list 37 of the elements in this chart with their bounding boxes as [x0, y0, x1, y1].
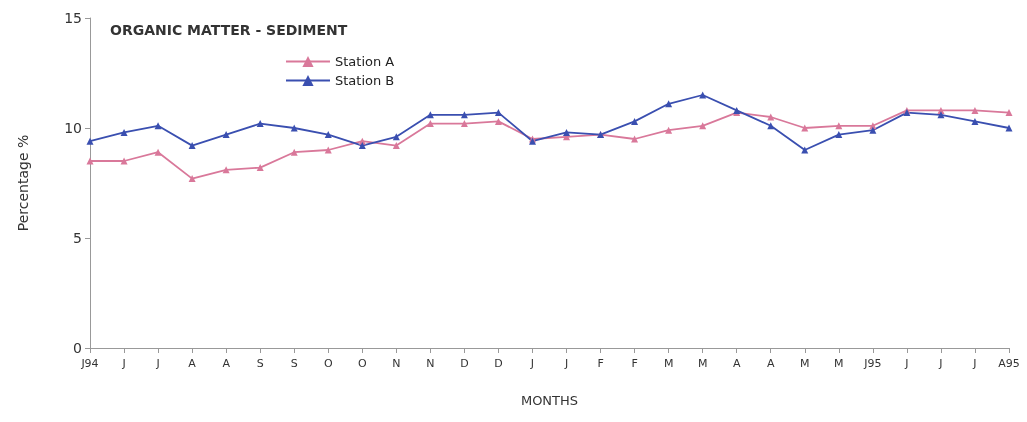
- x-tick-label: A: [188, 357, 197, 370]
- x-tick-label: M: [663, 357, 674, 370]
- y-tick-label: 10: [64, 120, 82, 136]
- x-tick-label: D: [460, 357, 469, 370]
- y-tick-label: 0: [73, 340, 82, 356]
- chart-title: ORGANIC MATTER - SEDIMENT: [110, 22, 348, 38]
- x-tick-label: M: [800, 357, 810, 370]
- x-tick-label: A: [766, 357, 775, 370]
- x-axis-title: MONTHS: [520, 393, 579, 408]
- x-tick-label: J: [938, 357, 943, 370]
- x-tick-label: A: [732, 357, 741, 370]
- x-tick-label: J: [904, 357, 909, 370]
- x-tick-label: J: [121, 357, 126, 370]
- x-tick-label: J95: [863, 357, 882, 370]
- x-tick-label: J: [529, 357, 535, 370]
- x-tick-label: O: [357, 357, 367, 370]
- x-tick-label: F: [631, 357, 638, 370]
- x-tick-label: J: [563, 357, 569, 370]
- x-tick-label: A: [222, 357, 231, 370]
- x-tick-label: S: [290, 357, 298, 370]
- x-tick-label: M: [834, 357, 844, 370]
- x-tick-label: N: [392, 357, 401, 370]
- y-tick-label: 15: [64, 10, 82, 26]
- y-axis-title: Percentage %: [15, 134, 31, 232]
- x-tick-label: F: [597, 357, 604, 370]
- x-tick-label: O: [323, 357, 333, 370]
- x-tick-label: N: [426, 357, 435, 370]
- x-tick-label: A95: [998, 357, 1020, 370]
- x-tick-label: J: [155, 357, 160, 370]
- x-tick-label: S: [256, 357, 264, 370]
- y-tick-label: 5: [73, 230, 82, 246]
- x-tick-label: J94: [80, 357, 99, 370]
- x-tick-label: M: [697, 357, 708, 370]
- x-tick-label: D: [494, 357, 503, 370]
- legend-label: Station A: [335, 54, 395, 69]
- x-tick-label: J: [972, 357, 977, 370]
- legend-label: Station B: [335, 73, 395, 88]
